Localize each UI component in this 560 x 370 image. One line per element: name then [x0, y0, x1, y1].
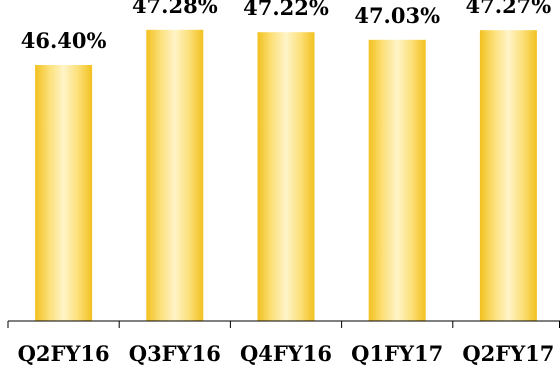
bar-Q1FY17	[368, 39, 426, 322]
bar-Q4FY16	[257, 32, 315, 321]
category-label-Q3FY16: Q3FY16	[129, 341, 221, 366]
value-label-Q4FY16: 47.22%	[243, 0, 329, 20]
category-label-Q2FY16: Q2FY16	[18, 341, 110, 366]
value-labels-group: 46.40% 47.28% 47.22% 47.03% 47.27%	[21, 0, 552, 53]
category-label-Q2FY17: Q2FY17	[462, 341, 554, 366]
category-label-Q1FY17: Q1FY17	[351, 341, 443, 366]
bars-group	[35, 29, 537, 322]
value-label-Q3FY16: 47.28%	[132, 0, 218, 18]
x-axis-ticks	[7, 321, 560, 328]
value-label-Q2FY16: 46.40%	[21, 28, 107, 53]
category-labels-group: Q2FY16 Q3FY16 Q4FY16 Q1FY17 Q2FY17	[18, 341, 555, 366]
value-label-Q2FY17: 47.27%	[466, 0, 552, 18]
category-label-Q4FY16: Q4FY16	[240, 341, 332, 366]
bar-Q3FY16	[146, 29, 204, 322]
bar-Q2FY17	[479, 30, 537, 321]
value-label-Q1FY17: 47.03%	[354, 3, 440, 28]
bar-Q2FY16	[35, 65, 93, 321]
